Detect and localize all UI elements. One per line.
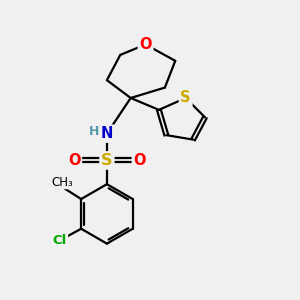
Text: N: N — [101, 126, 113, 141]
Text: H: H — [89, 125, 100, 138]
Text: Cl: Cl — [52, 234, 67, 247]
Text: O: O — [133, 153, 146, 168]
Text: CH₃: CH₃ — [52, 176, 73, 189]
Text: S: S — [101, 153, 113, 168]
Text: S: S — [180, 91, 191, 106]
Text: O: O — [139, 37, 152, 52]
Text: O: O — [68, 153, 80, 168]
